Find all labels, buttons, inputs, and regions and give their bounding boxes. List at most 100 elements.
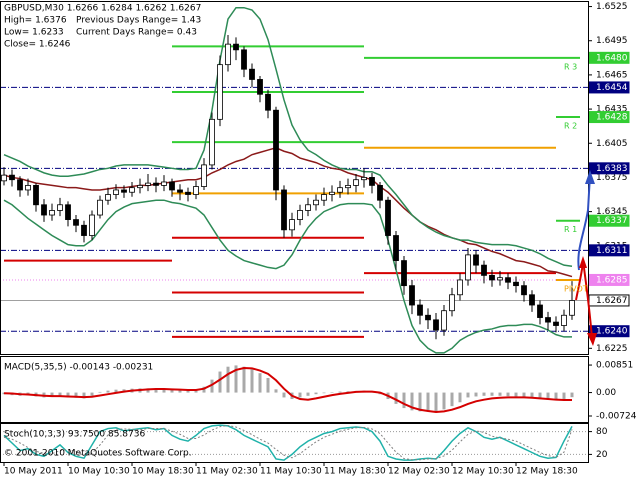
y-tick-label: 80	[596, 427, 608, 437]
signal-line	[3, 366, 573, 413]
indicator-line	[3, 6, 573, 268]
histogram-bar	[570, 392, 574, 398]
candle-body	[353, 179, 359, 186]
y-tick-label: 1.6405	[596, 139, 628, 149]
y-tick-label: 1.6375	[596, 173, 628, 183]
arrow	[583, 267, 593, 339]
candle-body	[561, 314, 567, 326]
x-tick-label: 11 May 02:30	[196, 467, 258, 477]
candle-body	[185, 191, 191, 195]
histogram-bar	[562, 392, 566, 400]
candle-body	[361, 177, 367, 181]
histogram-bar	[506, 392, 510, 397]
candle-body	[289, 219, 295, 231]
macd-frame	[0, 356, 589, 423]
candle-body	[545, 317, 551, 323]
candle-body	[153, 182, 159, 186]
candle-body	[89, 214, 95, 236]
histogram-bar	[58, 392, 62, 396]
candle-body	[33, 185, 39, 206]
x-tick-label: 12 May 10:30	[452, 467, 514, 477]
arrow	[577, 174, 591, 271]
candle-body	[225, 43, 231, 66]
histogram-bar	[170, 389, 174, 393]
histogram-bar	[50, 392, 54, 397]
pivot-label: R 3	[564, 62, 577, 71]
histogram-bar	[146, 388, 150, 393]
candle-body	[241, 49, 247, 70]
candle-body	[529, 294, 535, 306]
histogram-bar	[546, 392, 550, 400]
histogram-bar	[530, 392, 534, 399]
indicator-line	[3, 147, 573, 278]
histogram-bar	[242, 366, 246, 393]
candle-body	[513, 281, 519, 287]
candle-body	[273, 109, 279, 191]
histogram-bar	[394, 392, 398, 404]
histogram-bar	[514, 392, 518, 397]
histogram-bar	[402, 392, 406, 409]
candle-body	[401, 260, 407, 287]
candle-body	[433, 319, 439, 331]
candle-body	[145, 182, 151, 186]
stoch-frame	[0, 423, 589, 463]
candle-body	[521, 285, 527, 296]
candle-body	[209, 118, 215, 166]
candle-body	[497, 277, 503, 281]
histogram-bar	[274, 389, 278, 393]
candle-body	[537, 304, 543, 318]
histogram-bar	[250, 369, 254, 393]
level-tag-label: 1.6383	[596, 164, 628, 174]
candle-body	[193, 186, 199, 195]
histogram-bar	[498, 392, 502, 396]
y-tick-label: -0.00724	[596, 411, 637, 421]
candle-body	[465, 254, 471, 281]
candle-body	[553, 321, 559, 326]
histogram-bar	[474, 392, 478, 397]
candle-body	[313, 199, 319, 206]
candle-body	[217, 64, 223, 120]
y-tick-label: 0.00	[596, 388, 616, 398]
arrow-head	[585, 170, 595, 184]
candle-body	[457, 279, 463, 296]
stoch-title: Stoch(10,3,3) 93.7500 85.8736	[4, 430, 145, 440]
annotation: High= 1.6376	[4, 16, 67, 26]
histogram-bar	[298, 392, 302, 398]
candle-body	[169, 181, 175, 191]
candle-body	[337, 187, 343, 193]
histogram-bar	[442, 392, 446, 410]
candle-body	[249, 68, 255, 80]
candle-body	[25, 185, 31, 191]
histogram-bar	[258, 373, 262, 393]
candle-body	[473, 254, 479, 266]
candle-body	[137, 185, 143, 189]
annotation: Close= 1.6246	[4, 40, 71, 50]
candle-body	[65, 204, 71, 220]
arrow-head	[579, 256, 587, 268]
level-tag-label: 1.6454	[596, 83, 628, 93]
x-tick-label: 10 May 18:30	[132, 467, 194, 477]
annotation: Low= 1.6233	[4, 28, 64, 38]
candle-body	[489, 274, 495, 281]
candle-body	[17, 179, 23, 191]
candle-body	[41, 204, 47, 216]
macd-panel	[2, 365, 574, 413]
histogram-bar	[194, 390, 198, 393]
candle-body	[105, 194, 111, 201]
histogram-bar	[458, 392, 462, 403]
candle-body	[129, 187, 135, 193]
y-tick-label: 1.6525	[596, 2, 628, 12]
candle-body	[1, 174, 7, 182]
histogram-bar	[410, 392, 414, 411]
histogram-bar	[434, 392, 438, 412]
price-panel	[0, 6, 588, 354]
x-tick-label: 12 May 02:30	[388, 467, 450, 477]
x-tick-label: 10 May 2011	[4, 467, 63, 477]
histogram-bar	[490, 392, 494, 396]
level-tag-label: 1.6337	[596, 216, 628, 226]
y-tick-label: 1.6495	[596, 36, 628, 46]
candle-body	[73, 219, 79, 226]
histogram-bar	[522, 392, 526, 398]
